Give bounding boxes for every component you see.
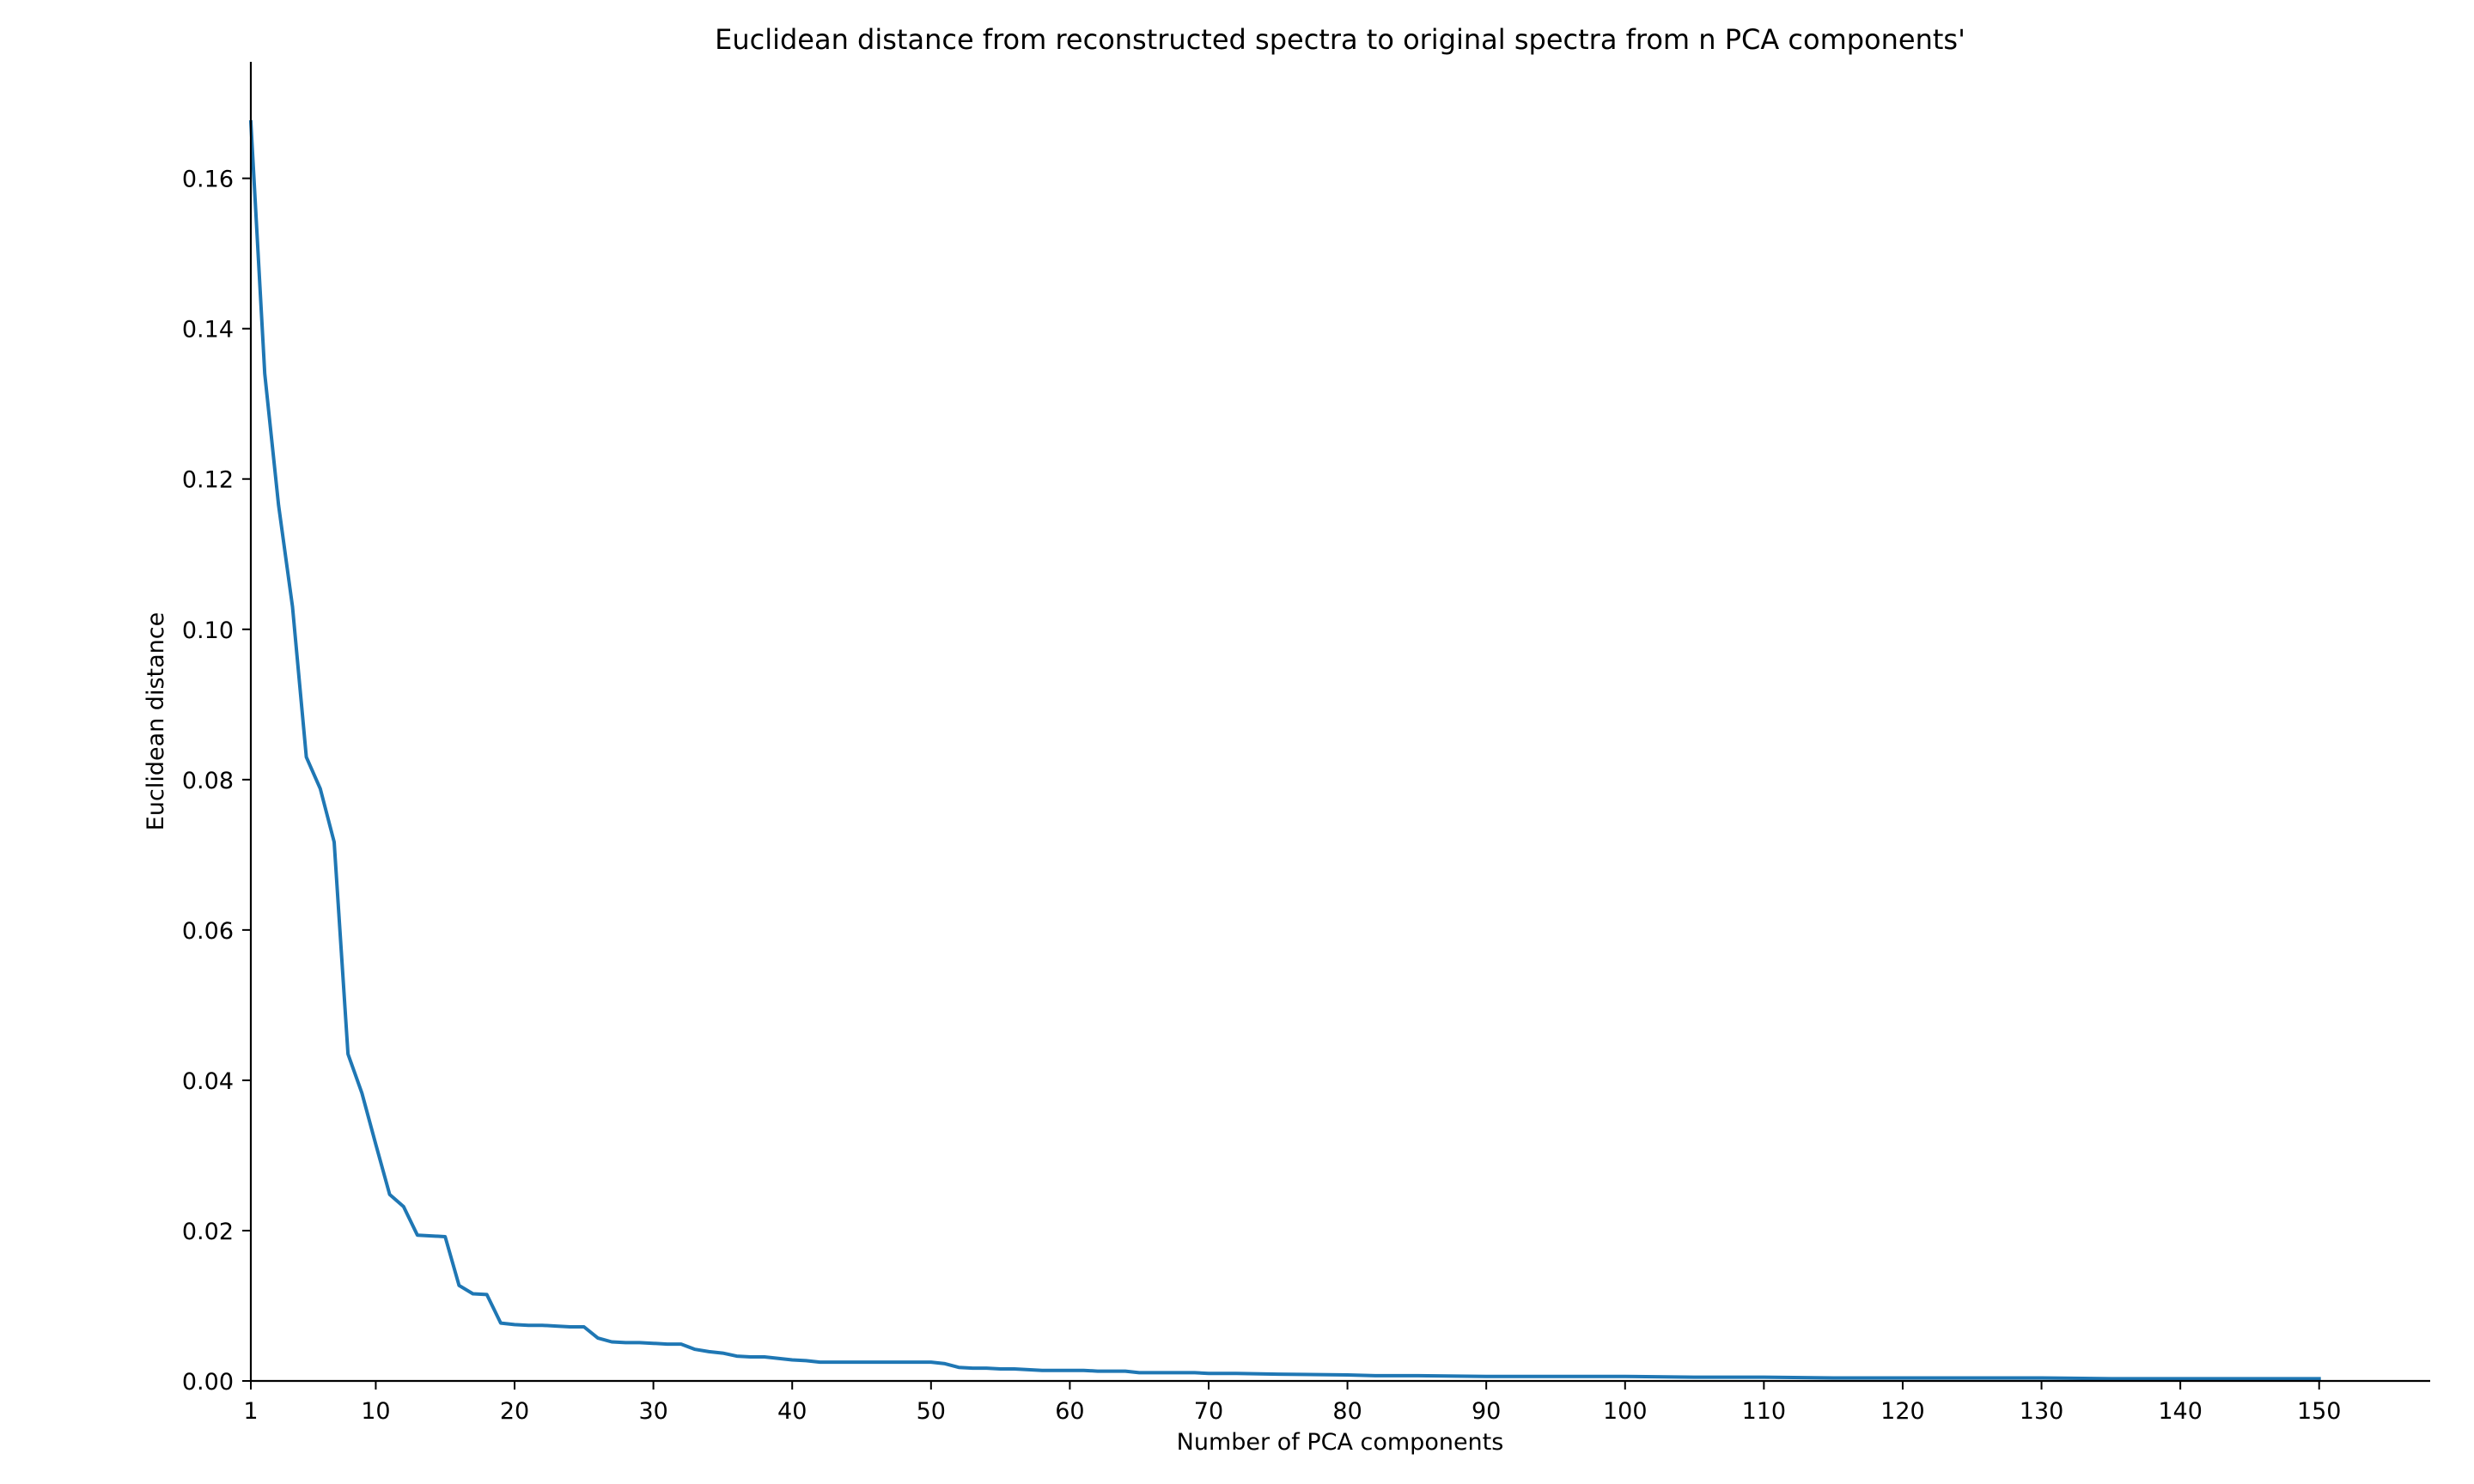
y-tick-label: 0.08	[182, 768, 234, 794]
y-tick-label: 0.10	[182, 617, 234, 644]
y-tick-label: 0.12	[182, 467, 234, 494]
x-tick-label: 40	[777, 1398, 807, 1425]
x-tick-label: 120	[1880, 1398, 1925, 1425]
x-tick-label: 10	[361, 1398, 390, 1425]
x-tick-label: 100	[1603, 1398, 1648, 1425]
x-axis-label: Number of PCA components	[1177, 1429, 1504, 1456]
x-tick-label: 70	[1194, 1398, 1223, 1425]
x-tick-label: 150	[2297, 1398, 2342, 1425]
chart-title: Euclidean distance from reconstructed sp…	[715, 23, 1965, 56]
x-tick-label: 80	[1332, 1398, 1362, 1425]
x-tick-label: 140	[2158, 1398, 2203, 1425]
y-tick-label: 0.02	[182, 1219, 234, 1245]
y-tick-label: 0.16	[182, 167, 234, 193]
y-tick-label: 0.14	[182, 317, 234, 344]
x-tick-label: 1	[243, 1398, 258, 1425]
x-tick-label: 110	[1742, 1398, 1787, 1425]
x-tick-label: 50	[917, 1398, 946, 1425]
y-axis-ticks: 0.00 0.02 0.04 0.06 0.08 0.10 0.12 0.14 0.16	[182, 167, 251, 1396]
y-tick-label: 0.06	[182, 918, 234, 945]
x-tick-label: 60	[1055, 1398, 1084, 1425]
y-axis-label: Euclidean distance	[143, 612, 169, 830]
series-line	[248, 119, 2321, 1381]
x-tick-label: 30	[638, 1398, 667, 1425]
x-tick-label: 20	[500, 1398, 529, 1425]
plot-area	[248, 119, 2321, 1381]
x-tick-label: 130	[2020, 1398, 2064, 1425]
x-tick-label: 90	[1472, 1398, 1501, 1425]
x-axis-ticks: 1 10 20 30 40 50 60 70 80 90 100 110 120 130 140 150	[243, 1381, 2341, 1425]
y-tick-label: 0.04	[182, 1068, 234, 1095]
y-tick-label: 0.00	[182, 1369, 234, 1396]
